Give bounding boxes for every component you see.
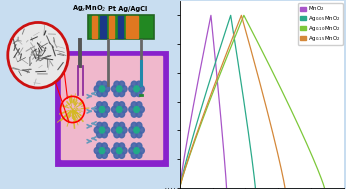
Circle shape — [136, 131, 142, 138]
Circle shape — [104, 106, 110, 113]
Circle shape — [129, 106, 135, 113]
Circle shape — [117, 86, 122, 92]
Circle shape — [121, 86, 127, 92]
Circle shape — [138, 106, 144, 113]
Circle shape — [119, 90, 125, 97]
Circle shape — [131, 81, 137, 88]
Bar — [132, 16, 138, 38]
Circle shape — [97, 81, 102, 88]
Circle shape — [101, 152, 107, 158]
Circle shape — [117, 148, 122, 154]
Circle shape — [101, 131, 107, 138]
Circle shape — [136, 111, 142, 117]
Circle shape — [131, 122, 137, 129]
Circle shape — [101, 102, 107, 108]
Circle shape — [94, 86, 100, 92]
Circle shape — [131, 111, 137, 117]
Circle shape — [97, 90, 102, 97]
Circle shape — [114, 122, 120, 129]
Circle shape — [114, 143, 120, 149]
Bar — [92, 16, 97, 38]
Circle shape — [114, 111, 120, 117]
Circle shape — [114, 131, 120, 138]
Circle shape — [111, 127, 117, 133]
Circle shape — [97, 122, 102, 129]
Circle shape — [134, 106, 139, 112]
Circle shape — [121, 106, 127, 113]
Circle shape — [136, 152, 142, 158]
Circle shape — [138, 147, 144, 154]
Circle shape — [104, 127, 110, 133]
Circle shape — [129, 127, 135, 133]
Bar — [109, 16, 115, 38]
Bar — [126, 16, 132, 38]
Circle shape — [104, 147, 110, 154]
Circle shape — [99, 127, 105, 133]
Circle shape — [129, 147, 135, 154]
Circle shape — [97, 111, 102, 117]
Circle shape — [101, 122, 107, 129]
Circle shape — [129, 86, 135, 92]
Circle shape — [101, 81, 107, 88]
Circle shape — [136, 122, 142, 129]
Circle shape — [101, 143, 107, 149]
Circle shape — [114, 152, 120, 158]
Circle shape — [94, 147, 100, 154]
Circle shape — [117, 127, 122, 133]
Bar — [57, 53, 166, 164]
Bar — [100, 16, 106, 38]
Legend: MnO$_2$, Ag$_{0.05}$MnO$_2$, Ag$_{0.10}$MnO$_2$, Ag$_{0.15}$MnO$_2$: MnO$_2$, Ag$_{0.05}$MnO$_2$, Ag$_{0.10}$… — [298, 3, 343, 45]
Bar — [118, 16, 123, 38]
Circle shape — [94, 127, 100, 133]
Circle shape — [97, 131, 102, 138]
Text: Pt Ag/AgCl: Pt Ag/AgCl — [108, 6, 147, 12]
Circle shape — [99, 106, 105, 112]
Circle shape — [101, 90, 107, 97]
Circle shape — [94, 106, 100, 113]
Circle shape — [121, 127, 127, 133]
Circle shape — [131, 102, 137, 108]
Circle shape — [99, 148, 105, 154]
Circle shape — [111, 147, 117, 154]
Circle shape — [119, 152, 125, 158]
Circle shape — [111, 106, 117, 113]
Circle shape — [119, 131, 125, 138]
Circle shape — [97, 152, 102, 158]
Circle shape — [121, 147, 127, 154]
Circle shape — [138, 127, 144, 133]
Circle shape — [134, 127, 139, 133]
Bar — [88, 15, 154, 39]
Circle shape — [136, 90, 142, 97]
Circle shape — [136, 143, 142, 149]
Circle shape — [117, 106, 122, 112]
FancyBboxPatch shape — [0, 0, 179, 189]
Text: Ag$_x$MnO$_2$: Ag$_x$MnO$_2$ — [72, 4, 106, 14]
Circle shape — [114, 90, 120, 97]
Circle shape — [131, 90, 137, 97]
Circle shape — [119, 102, 125, 108]
Circle shape — [131, 131, 137, 138]
Circle shape — [136, 102, 142, 108]
Circle shape — [99, 86, 105, 92]
Circle shape — [119, 143, 125, 149]
Circle shape — [134, 86, 139, 92]
Bar — [61, 56, 162, 159]
Circle shape — [119, 81, 125, 88]
Circle shape — [119, 122, 125, 129]
Circle shape — [8, 22, 68, 88]
Circle shape — [114, 81, 120, 88]
Circle shape — [134, 148, 139, 154]
Circle shape — [131, 143, 137, 149]
Circle shape — [97, 102, 102, 108]
Circle shape — [111, 86, 117, 92]
Circle shape — [114, 102, 120, 108]
Circle shape — [136, 81, 142, 88]
Circle shape — [119, 111, 125, 117]
Circle shape — [131, 152, 137, 158]
Circle shape — [97, 143, 102, 149]
Y-axis label: E vs (Ag/AgCl) / V: E vs (Ag/AgCl) / V — [156, 64, 163, 125]
Circle shape — [138, 86, 144, 92]
Circle shape — [101, 111, 107, 117]
Circle shape — [104, 86, 110, 92]
